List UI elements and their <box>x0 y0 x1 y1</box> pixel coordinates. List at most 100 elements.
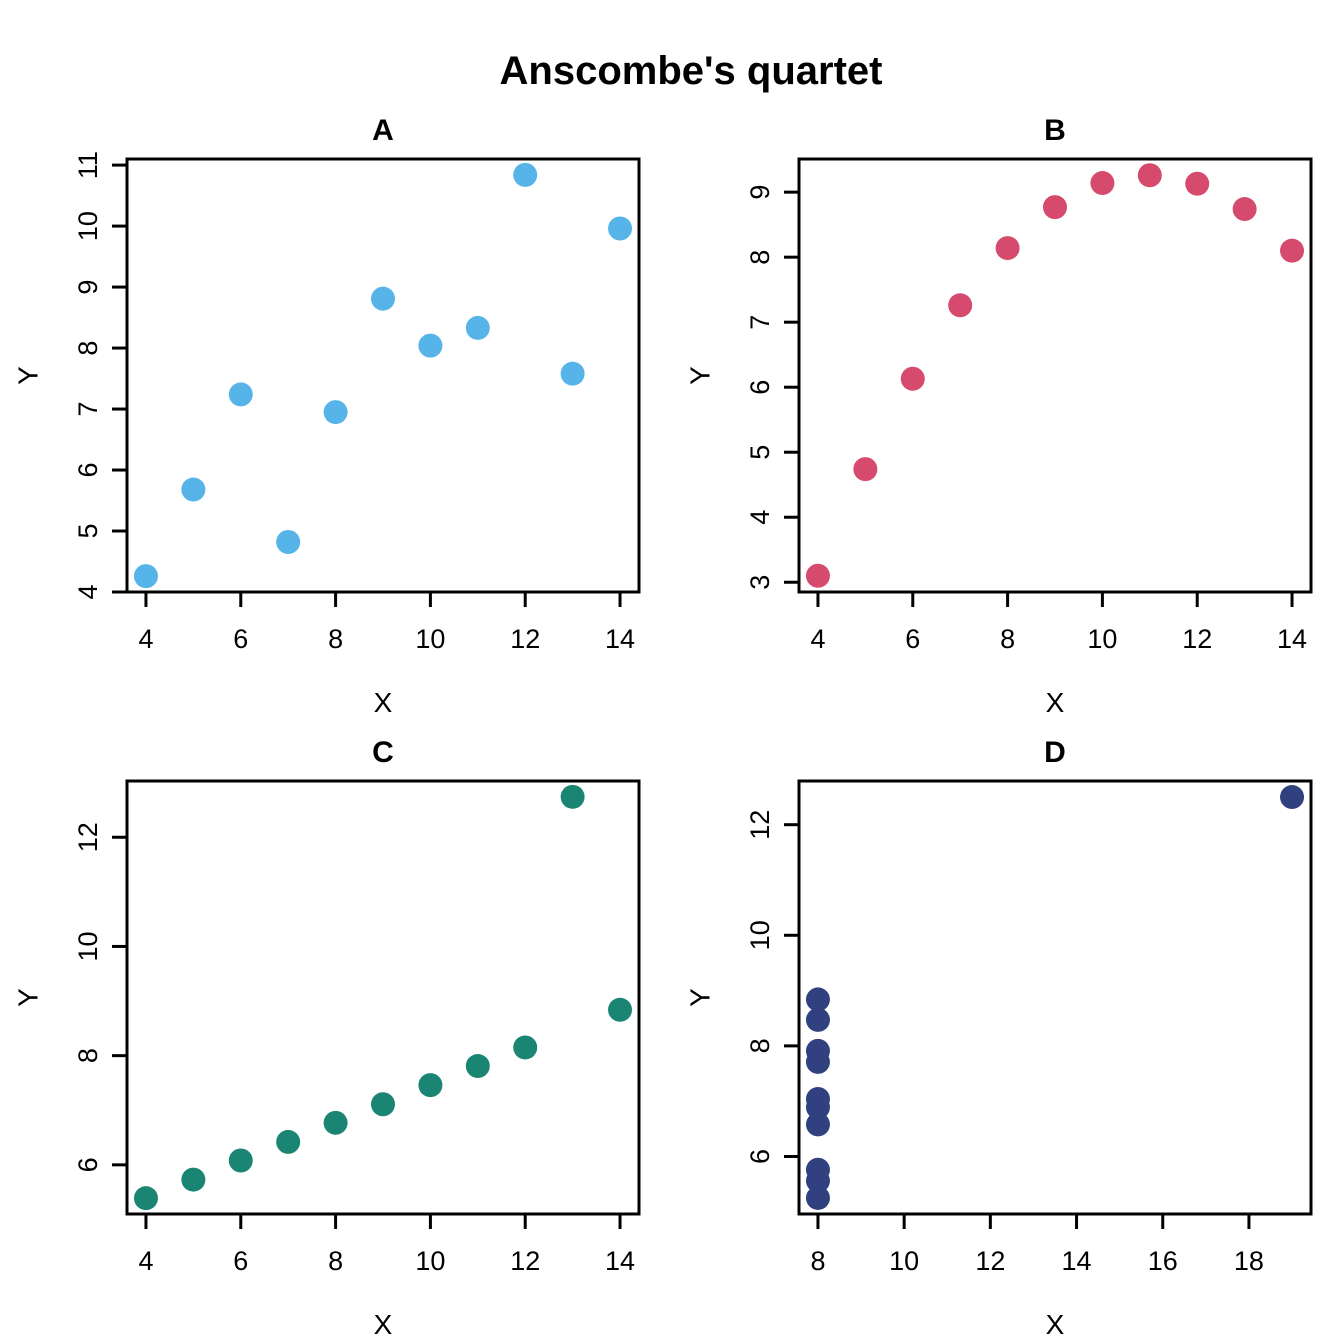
x-tick-label: 12 <box>510 624 540 654</box>
data-point <box>805 1007 830 1032</box>
data-point <box>1137 163 1162 188</box>
data-point <box>465 315 490 340</box>
x-tick-label: 18 <box>1234 1246 1264 1276</box>
y-tick-label: 7 <box>73 402 103 417</box>
x-tick-label: 6 <box>233 1246 248 1276</box>
data-point <box>513 162 538 187</box>
x-tick-label: 8 <box>810 1246 825 1276</box>
panel-d-chart: D 8 10 12 14 16 18 6 8 10 12 X Y <box>685 736 1313 1340</box>
y-tick-label: 9 <box>73 280 103 295</box>
x-tick-label: 8 <box>328 1246 343 1276</box>
y-tick-label: 8 <box>73 341 103 356</box>
panel-title: C <box>372 736 394 769</box>
plot-frame <box>125 779 641 1216</box>
panel-title: D <box>1044 736 1066 769</box>
data-point <box>900 366 925 391</box>
x-axis-label: X <box>374 687 393 718</box>
y-tick-label: 12 <box>73 822 103 852</box>
data-point <box>323 1110 348 1135</box>
x-tick-label: 12 <box>1182 624 1212 654</box>
x-tick-label: 6 <box>905 624 920 654</box>
data-point <box>805 987 830 1012</box>
y-tick-label: 4 <box>745 510 775 525</box>
y-tick-label: 12 <box>745 810 775 840</box>
x-tick-label: 10 <box>889 1246 919 1276</box>
y-axis-label: Y <box>685 988 716 1007</box>
y-tick-label: 5 <box>745 445 775 460</box>
data-point <box>418 1073 443 1098</box>
y-axis-label: Y <box>685 366 716 385</box>
x-tick-label: 14 <box>1062 1246 1092 1276</box>
plot-frame <box>797 779 1313 1216</box>
data-point <box>805 1038 830 1063</box>
data-point <box>805 1095 830 1120</box>
x-tick-label: 14 <box>605 1246 635 1276</box>
data-point <box>853 457 878 482</box>
data-point <box>805 1112 830 1137</box>
data-point <box>276 1129 301 1154</box>
data-point <box>805 1185 830 1210</box>
y-axis-label: Y <box>13 366 44 385</box>
x-tick-label: 6 <box>233 624 248 654</box>
y-tick-label: 8 <box>745 1038 775 1053</box>
y-tick-label: 3 <box>745 575 775 590</box>
y-tick-label: 6 <box>73 463 103 478</box>
panel-a-chart: A 4 6 8 10 12 14 4 5 6 7 8 9 10 11 X Y <box>13 114 641 718</box>
data-point <box>1232 197 1257 222</box>
data-point <box>228 382 253 407</box>
y-tick-label: 9 <box>745 185 775 200</box>
y-axis-label: Y <box>13 988 44 1007</box>
plot-frame <box>125 157 641 594</box>
data-point <box>228 1148 253 1173</box>
y-tick-label: 10 <box>73 931 103 961</box>
y-tick-label: 6 <box>73 1157 103 1172</box>
data-point <box>1280 785 1305 810</box>
data-point <box>1280 238 1305 263</box>
x-axis-label: X <box>1046 1309 1065 1340</box>
data-point <box>133 564 158 589</box>
x-axis-label: X <box>374 1309 393 1340</box>
data-point <box>1185 171 1210 196</box>
y-tick-label: 4 <box>73 584 103 599</box>
x-tick-label: 4 <box>138 624 153 654</box>
x-tick-label: 14 <box>605 624 635 654</box>
y-tick-label: 10 <box>745 920 775 950</box>
data-point <box>371 286 395 311</box>
data-point <box>323 400 348 425</box>
x-tick-label: 10 <box>415 1246 445 1276</box>
data-point <box>133 1186 158 1211</box>
data-point <box>560 361 585 386</box>
x-tick-label: 4 <box>138 1246 153 1276</box>
x-tick-label: 8 <box>1000 624 1015 654</box>
panel-c-chart: C 4 6 8 10 12 14 6 8 10 12 X Y <box>13 736 641 1340</box>
x-tick-label: 12 <box>510 1246 540 1276</box>
y-tick-label: 8 <box>73 1048 103 1063</box>
figure-title: Anscombe's quartet <box>499 49 883 93</box>
y-tick-label: 8 <box>745 250 775 265</box>
panel-title: B <box>1044 114 1066 147</box>
x-tick-label: 16 <box>1148 1246 1178 1276</box>
x-tick-label: 4 <box>810 624 825 654</box>
panel-grid: A 4 6 8 10 12 14 4 5 6 7 8 9 10 11 X Y B 4 6 8 10 12 14 3 4 5 6 7 8 9… <box>0 100 1344 1344</box>
data-point <box>181 477 206 502</box>
data-point <box>181 1167 206 1192</box>
data-point <box>995 236 1020 261</box>
y-tick-label: 6 <box>745 380 775 395</box>
data-point <box>371 1092 395 1117</box>
panel-title: A <box>372 114 394 147</box>
x-tick-label: 10 <box>415 624 445 654</box>
data-point <box>1090 171 1115 196</box>
data-point <box>608 216 633 241</box>
data-point <box>608 997 633 1022</box>
y-tick-label: 10 <box>73 211 103 241</box>
data-point <box>805 563 830 588</box>
x-tick-label: 10 <box>1087 624 1117 654</box>
data-point <box>560 784 585 809</box>
x-tick-label: 8 <box>328 624 343 654</box>
data-point <box>805 1168 830 1193</box>
x-axis-label: X <box>1046 687 1065 718</box>
data-point <box>418 333 443 358</box>
data-point <box>276 529 301 554</box>
y-tick-label: 11 <box>73 151 103 179</box>
